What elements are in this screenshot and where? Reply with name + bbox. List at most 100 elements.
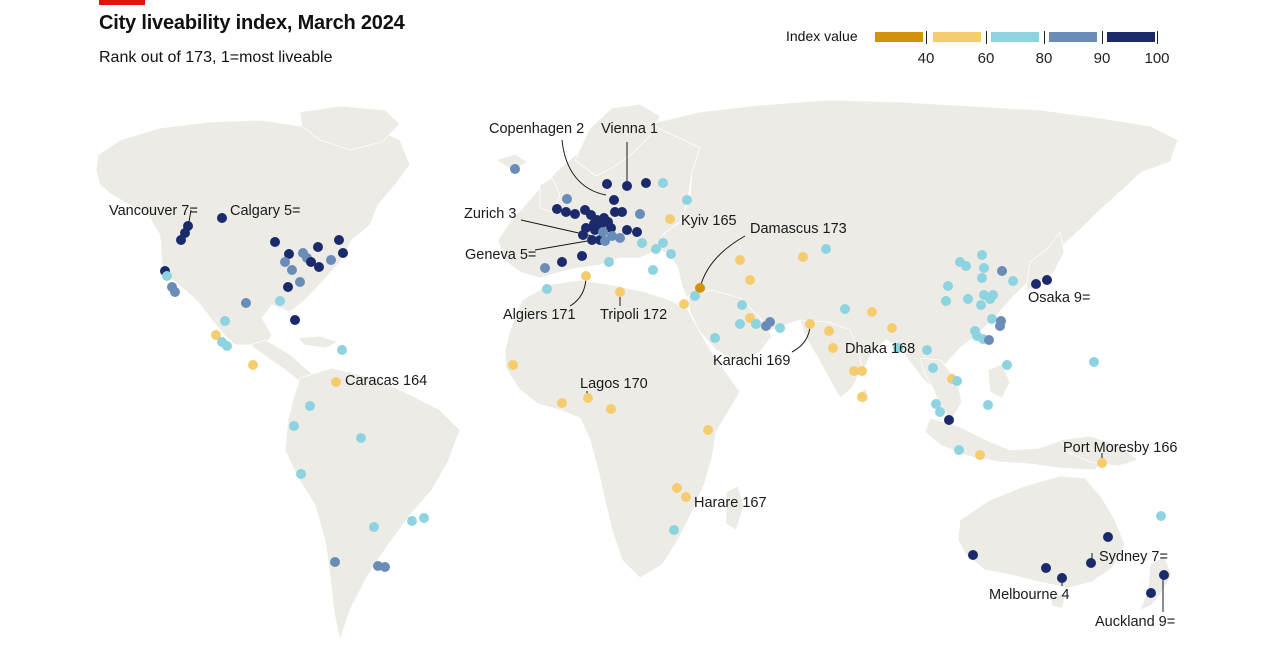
city-dot[interactable] xyxy=(1002,360,1012,370)
city-dot[interactable] xyxy=(857,392,867,402)
city-dot[interactable] xyxy=(1097,458,1107,468)
city-dot[interactable] xyxy=(1103,532,1113,542)
city-dot[interactable] xyxy=(609,195,619,205)
city-dot[interactable] xyxy=(867,307,877,317)
city-dot[interactable] xyxy=(508,360,518,370)
city-dot[interactable] xyxy=(737,300,747,310)
city-dot[interactable] xyxy=(369,522,379,532)
city-dot[interactable] xyxy=(607,231,617,241)
city-dot[interactable] xyxy=(681,492,691,502)
city-dot[interactable] xyxy=(615,233,625,243)
city-dot[interactable] xyxy=(1057,573,1067,583)
city-dot[interactable] xyxy=(604,257,614,267)
city-dot[interactable] xyxy=(222,341,232,351)
city-dot[interactable] xyxy=(658,178,668,188)
city-dot[interactable] xyxy=(887,323,897,333)
city-dot[interactable] xyxy=(679,299,689,309)
city-dot[interactable] xyxy=(968,550,978,560)
city-dot[interactable] xyxy=(283,282,293,292)
city-dot[interactable] xyxy=(710,333,720,343)
city-dot[interactable] xyxy=(751,319,761,329)
city-dot[interactable] xyxy=(765,317,775,327)
city-dot[interactable] xyxy=(1156,511,1166,521)
city-dot[interactable] xyxy=(284,249,294,259)
city-dot[interactable] xyxy=(666,249,676,259)
city-dot[interactable] xyxy=(289,421,299,431)
city-dot[interactable] xyxy=(326,255,336,265)
city-dot[interactable] xyxy=(641,178,651,188)
city-dot[interactable] xyxy=(557,398,567,408)
city-dot[interactable] xyxy=(1008,276,1018,286)
city-dot[interactable] xyxy=(581,271,591,281)
city-dot[interactable] xyxy=(857,366,867,376)
city-dot[interactable] xyxy=(552,204,562,214)
city-dot[interactable] xyxy=(561,207,571,217)
city-dot[interactable] xyxy=(1042,275,1052,285)
city-dot[interactable] xyxy=(690,291,700,301)
city-dot[interactable] xyxy=(615,287,625,297)
city-dot[interactable] xyxy=(305,401,315,411)
city-dot[interactable] xyxy=(745,275,755,285)
city-dot[interactable] xyxy=(617,207,627,217)
city-dot[interactable] xyxy=(1086,558,1096,568)
city-dot[interactable] xyxy=(510,164,520,174)
city-dot[interactable] xyxy=(977,273,987,283)
city-dot[interactable] xyxy=(577,251,587,261)
city-dot[interactable] xyxy=(275,296,285,306)
city-dot[interactable] xyxy=(334,235,344,245)
city-dot[interactable] xyxy=(984,335,994,345)
city-dot[interactable] xyxy=(419,513,429,523)
city-dot[interactable] xyxy=(162,271,172,281)
city-dot[interactable] xyxy=(170,287,180,297)
city-dot[interactable] xyxy=(987,314,997,324)
city-dot[interactable] xyxy=(211,330,221,340)
city-dot[interactable] xyxy=(407,516,417,526)
city-dot[interactable] xyxy=(975,450,985,460)
city-dot[interactable] xyxy=(635,209,645,219)
city-dot[interactable] xyxy=(590,225,600,235)
city-dot[interactable] xyxy=(931,399,941,409)
city-dot[interactable] xyxy=(979,263,989,273)
city-dot[interactable] xyxy=(337,345,347,355)
city-dot[interactable] xyxy=(330,557,340,567)
city-dot[interactable] xyxy=(583,393,593,403)
city-dot[interactable] xyxy=(1041,563,1051,573)
city-dot[interactable] xyxy=(602,179,612,189)
city-dot[interactable] xyxy=(954,445,964,455)
city-dot[interactable] xyxy=(1089,357,1099,367)
city-dot[interactable] xyxy=(356,433,366,443)
city-dot[interactable] xyxy=(287,265,297,275)
city-dot[interactable] xyxy=(280,257,290,267)
city-dot[interactable] xyxy=(648,265,658,275)
city-dot[interactable] xyxy=(952,376,962,386)
city-dot[interactable] xyxy=(248,360,258,370)
city-dot[interactable] xyxy=(542,284,552,294)
city-dot[interactable] xyxy=(557,257,567,267)
city-dot[interactable] xyxy=(944,415,954,425)
city-dot[interactable] xyxy=(893,343,903,353)
city-dot[interactable] xyxy=(658,238,668,248)
city-dot[interactable] xyxy=(598,227,608,237)
city-dot[interactable] xyxy=(241,298,251,308)
city-dot[interactable] xyxy=(828,343,838,353)
city-dot[interactable] xyxy=(735,255,745,265)
city-dot[interactable] xyxy=(995,321,1005,331)
city-dot[interactable] xyxy=(840,304,850,314)
city-dot[interactable] xyxy=(606,404,616,414)
city-dot[interactable] xyxy=(798,252,808,262)
city-dot[interactable] xyxy=(380,562,390,572)
city-dot[interactable] xyxy=(821,244,831,254)
city-dot[interactable] xyxy=(295,277,305,287)
city-dot[interactable] xyxy=(775,323,785,333)
city-dot[interactable] xyxy=(637,238,647,248)
city-dot[interactable] xyxy=(562,194,572,204)
city-dot[interactable] xyxy=(1146,588,1156,598)
city-dot[interactable] xyxy=(935,407,945,417)
city-dot[interactable] xyxy=(306,257,316,267)
city-dot[interactable] xyxy=(314,262,324,272)
city-dot[interactable] xyxy=(1031,279,1041,289)
city-dot[interactable] xyxy=(928,363,938,373)
city-dot[interactable] xyxy=(943,281,953,291)
city-dot[interactable] xyxy=(983,400,993,410)
city-dot[interactable] xyxy=(961,261,971,271)
